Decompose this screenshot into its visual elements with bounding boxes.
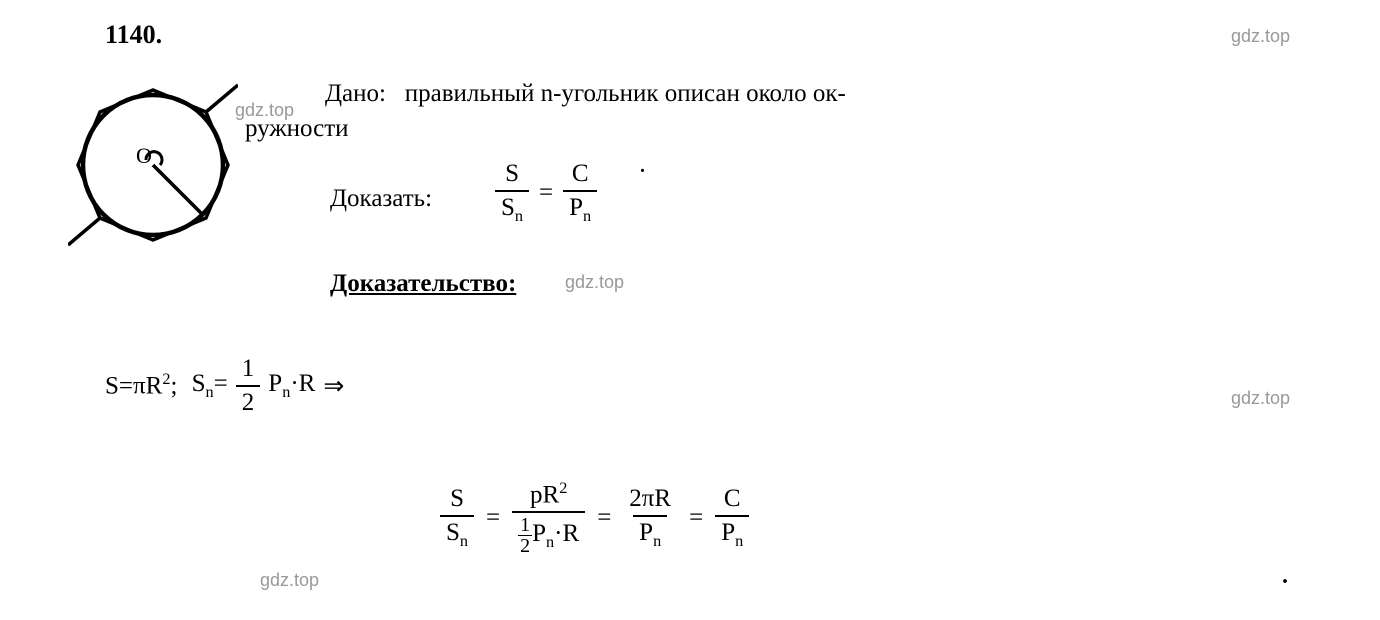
- prove-label: Доказать:: [330, 185, 432, 213]
- final-equation: S Sn = pR2 12Pn·R = 2πR Pn = C Pn: [440, 480, 749, 556]
- watermark: gdz.top: [1231, 388, 1290, 409]
- dot: .: [640, 155, 645, 178]
- dot-end: .: [1282, 563, 1288, 590]
- watermark: gdz.top: [1231, 26, 1290, 47]
- given-text: Дано: правильный n-угольник описан около…: [325, 75, 1300, 113]
- watermark: gdz.top: [260, 570, 319, 591]
- watermark: gdz.top: [565, 272, 624, 293]
- given-label: Дано:: [325, 80, 386, 107]
- prove-equation: S Sn = C Pn: [495, 160, 597, 225]
- problem-number: 1140.: [105, 20, 162, 50]
- center-label: О: [136, 143, 152, 168]
- proof-label: Доказательство:: [330, 270, 516, 298]
- given-text-continue: ружности: [245, 115, 349, 143]
- formulas-line: S=πR2; Sn= 1 2 Pn·R ⇒: [105, 355, 344, 416]
- geometry-diagram: О: [68, 80, 238, 250]
